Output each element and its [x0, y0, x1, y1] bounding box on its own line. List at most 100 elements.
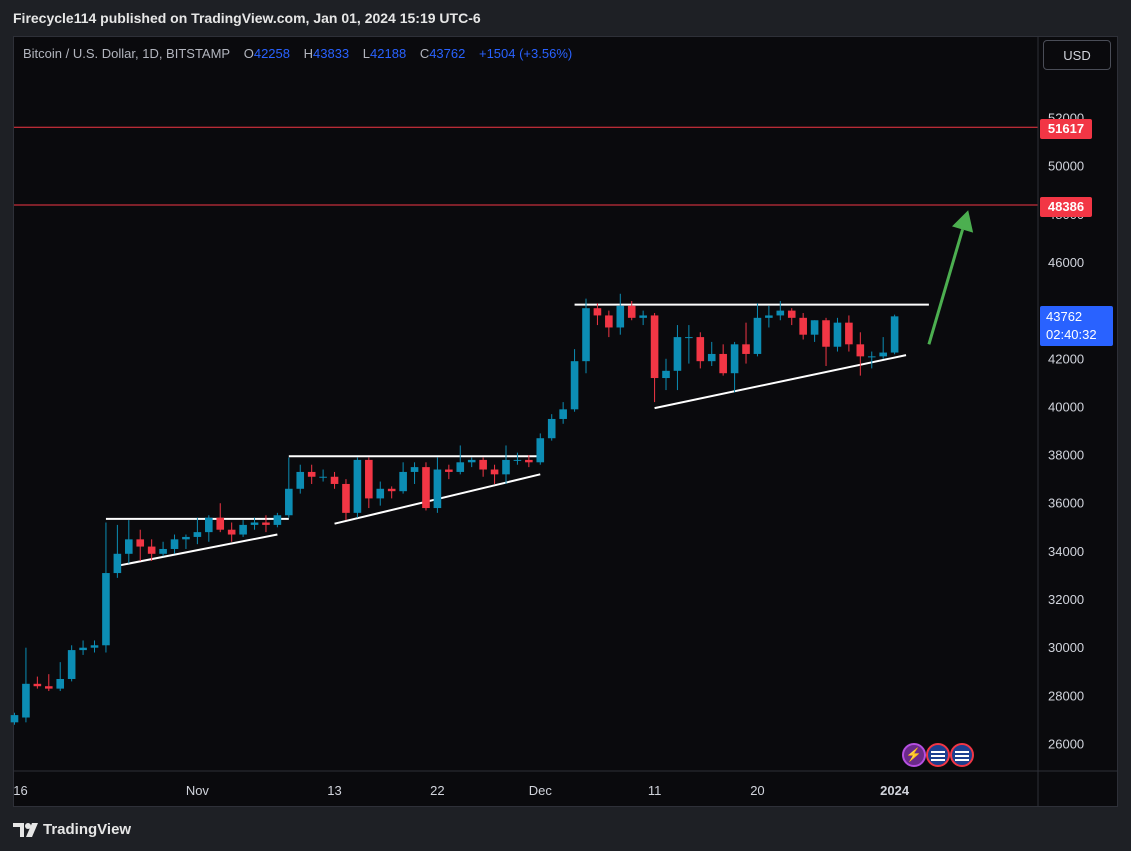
- candle-body: [376, 488, 385, 499]
- candle: [605, 310, 613, 338]
- arrow-shaft: [927, 229, 965, 345]
- candle: [627, 300, 636, 321]
- candle: [433, 457, 442, 513]
- candle-body: [845, 322, 853, 345]
- candle: [250, 517, 259, 530]
- candle-body: [353, 459, 362, 513]
- candle: [730, 341, 739, 393]
- candle: [422, 462, 430, 511]
- candle: [227, 522, 236, 542]
- candle-body: [67, 650, 76, 679]
- symbol-name[interactable]: Bitcoin / U.S. Dollar, 1D, BITSTAMP: [23, 46, 231, 61]
- candle: [513, 452, 522, 465]
- trendline: [117, 533, 278, 567]
- candle: [216, 503, 225, 533]
- candle: [22, 647, 30, 723]
- publish-header: Firecycle114 published on TradingView.co…: [0, 0, 1131, 36]
- candle-body: [582, 308, 590, 362]
- us-flag-icon[interactable]: [950, 743, 974, 767]
- candle-body: [273, 515, 282, 525]
- candle-body: [433, 469, 442, 509]
- candle: [353, 457, 362, 518]
- candle: [810, 320, 819, 342]
- candle: [662, 358, 670, 391]
- candle: [113, 524, 122, 578]
- candle: [570, 349, 579, 412]
- candle-body: [22, 683, 30, 718]
- trendlines: [105, 303, 929, 567]
- close-value: 43762: [429, 46, 466, 61]
- high-value: 43833: [313, 46, 350, 61]
- y-tick-label: 38000: [1048, 448, 1084, 463]
- open-label: O: [243, 46, 254, 61]
- arrow-head: [952, 210, 974, 233]
- y-tick-label: 34000: [1048, 544, 1084, 559]
- candle: [262, 515, 270, 533]
- x-tick-label: 2024: [880, 783, 910, 798]
- candle-body: [422, 467, 430, 509]
- y-tick-label: 30000: [1048, 640, 1084, 655]
- candle: [445, 464, 453, 480]
- candle-body: [285, 488, 293, 516]
- candle-body: [879, 352, 887, 357]
- candle: [525, 455, 533, 468]
- candle-body: [707, 353, 716, 362]
- candle: [387, 486, 396, 499]
- candle-body: [650, 315, 659, 379]
- candle-body: [673, 337, 682, 371]
- candle: [845, 315, 853, 352]
- candle-body: [330, 476, 339, 484]
- published-info: Firecycle114 published on TradingView.co…: [13, 10, 481, 26]
- y-tick-label: 36000: [1048, 496, 1084, 511]
- candle: [593, 303, 602, 326]
- candle-body: [467, 459, 476, 463]
- candle-body: [616, 305, 625, 328]
- candle: [616, 293, 625, 335]
- candle: [170, 534, 179, 554]
- lightning-icon[interactable]: ⚡: [902, 743, 926, 767]
- candle: [330, 471, 339, 489]
- y-tick-label: 26000: [1048, 737, 1084, 752]
- candle-body: [456, 462, 465, 472]
- candle: [707, 341, 716, 366]
- candle: [685, 325, 693, 364]
- candle: [639, 310, 647, 326]
- candle-body: [765, 315, 773, 318]
- candle: [147, 539, 156, 562]
- candle: [833, 317, 842, 352]
- candle: [582, 298, 590, 374]
- candle: [90, 640, 99, 653]
- candle: [776, 300, 785, 321]
- candle-body: [570, 361, 579, 410]
- us-flag-icon[interactable]: [926, 743, 950, 767]
- candle-body: [125, 539, 133, 554]
- candle-body: [113, 553, 122, 574]
- candle: [10, 712, 19, 725]
- candle: [479, 457, 487, 477]
- currency-button[interactable]: USD: [1043, 40, 1111, 70]
- candle-body: [593, 308, 602, 316]
- y-tick-label: 32000: [1048, 592, 1084, 607]
- y-tick-label: 40000: [1048, 399, 1084, 414]
- bar-countdown: 02:40:32: [1046, 327, 1097, 342]
- candle: [787, 308, 796, 326]
- candle: [125, 520, 133, 564]
- candle-body: [44, 686, 53, 689]
- brand-name: TradingView: [43, 821, 132, 838]
- y-tick-label: 28000: [1048, 688, 1084, 703]
- candle-body: [730, 344, 739, 374]
- candle-body: [387, 488, 396, 492]
- candle-body: [307, 471, 316, 477]
- x-tick-label: 13: [327, 783, 341, 798]
- chart-frame: [13, 36, 1118, 807]
- candle: [673, 325, 682, 391]
- candle-body: [890, 316, 899, 353]
- x-tick-label: Nov: [186, 783, 210, 798]
- high-label: H: [303, 46, 314, 61]
- candle-body: [102, 573, 110, 646]
- candle-body: [753, 317, 762, 354]
- candle: [719, 344, 727, 376]
- candle-body: [342, 483, 350, 513]
- candle: [44, 674, 53, 692]
